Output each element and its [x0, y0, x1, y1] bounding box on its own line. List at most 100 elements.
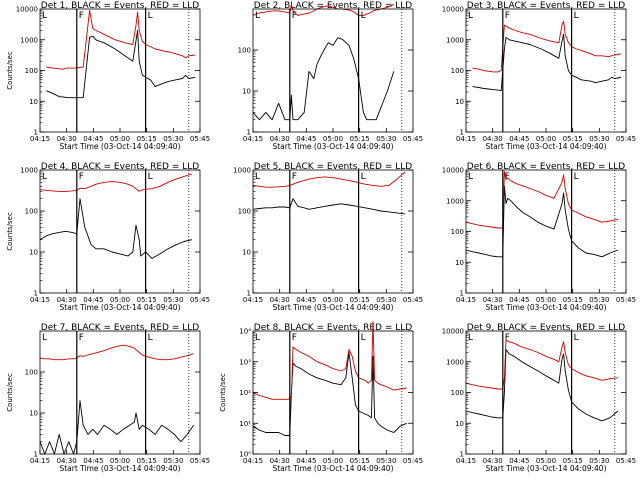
plot-frame: [252, 330, 414, 455]
marker-label-l: L: [574, 11, 579, 21]
marker-label-start: L: [42, 172, 47, 182]
y-tick-label: 1: [34, 451, 38, 459]
x-axis-label: Start Time (03-Oct-14 04:09:40): [272, 303, 393, 312]
x-tick-label: 04:15: [30, 296, 50, 304]
x-tick-label: 05:45: [403, 135, 423, 143]
plot-frame: [465, 330, 627, 455]
x-tick-label: 04:30: [270, 135, 290, 143]
marker-label-f: F: [292, 11, 297, 21]
x-tick-label: 05:45: [403, 457, 423, 465]
chart-title: Det 1, BLACK = Events, RED = LLD: [41, 1, 200, 11]
x-tick-label: 05:45: [190, 296, 210, 304]
series-line-2: [39, 344, 194, 361]
x-axis-label: Start Time (03-Oct-14 04:09:40): [485, 142, 606, 151]
x-tick-label: 04:30: [483, 296, 503, 304]
marker-label-l: L: [574, 172, 579, 182]
x-axis-label: Start Time (03-Oct-14 04:09:40): [272, 142, 393, 151]
y-tick-label: 10000: [442, 6, 464, 14]
x-tick-label: 05:15: [350, 135, 370, 143]
x-tick-label: 05:30: [163, 457, 183, 465]
y-tick-label: 1: [34, 129, 38, 137]
y-tick-label: 1: [34, 290, 38, 298]
chart-title: Det 2, BLACK = Events, RED = LLD: [254, 1, 413, 11]
plot-frame: [465, 8, 627, 133]
marker-label-f: F: [292, 172, 297, 182]
marker-label-l: L: [361, 172, 366, 182]
x-tick-label: 04:45: [83, 457, 103, 465]
marker-label-l: L: [361, 333, 366, 343]
marker-label-start: L: [42, 333, 47, 343]
x-tick-label: 04:30: [270, 296, 290, 304]
chart-title: Det 9, BLACK = Events, RED = LLD: [467, 323, 626, 333]
y-tick-label: 1: [247, 290, 251, 298]
y-tick-label: 10: [29, 249, 38, 257]
y-tick-label: 10²: [239, 389, 251, 397]
x-tick-label: 04:45: [296, 296, 316, 304]
x-axis-label: Start Time (03-Oct-14 04:09:40): [485, 464, 606, 473]
series-line-1: [252, 352, 407, 436]
x-tick-label: 05:00: [323, 135, 343, 143]
x-tick-label: 04:15: [243, 296, 263, 304]
y-tick-label: 1000: [446, 358, 464, 366]
x-tick-label: 05:30: [376, 457, 396, 465]
x-tick-label: 04:45: [509, 135, 529, 143]
y-tick-label: 10: [29, 410, 38, 418]
x-tick-label: 05:15: [563, 296, 583, 304]
x-tick-label: 05:45: [616, 296, 636, 304]
x-tick-label: 05:45: [190, 135, 210, 143]
x-tick-label: 04:45: [83, 296, 103, 304]
chart-title: Det 4, BLACK = Events, RED = LLD: [41, 162, 200, 172]
x-tick-label: 05:45: [403, 296, 423, 304]
marker-label-l: L: [148, 333, 153, 343]
x-tick-label: 04:45: [296, 135, 316, 143]
marker-label-l: L: [148, 11, 153, 21]
y-tick-label: 1000: [20, 36, 38, 44]
x-tick-label: 05:00: [110, 135, 130, 143]
y-tick-label: 10³: [239, 358, 251, 366]
x-tick-label: 05:15: [137, 135, 157, 143]
series-line-1: [39, 400, 194, 455]
series-line-2: [46, 9, 196, 70]
y-tick-label: 10000: [442, 328, 464, 336]
plot-frame: [252, 8, 414, 133]
y-tick-label: 100: [25, 369, 38, 377]
y-tick-label: 10: [455, 98, 464, 106]
y-tick-label: 100: [451, 389, 464, 397]
x-tick-label: 05:15: [350, 457, 370, 465]
x-tick-label: 04:15: [30, 457, 50, 465]
y-tick-label: 1: [460, 290, 464, 298]
x-tick-label: 05:00: [536, 457, 556, 465]
y-tick-label: 10000: [16, 6, 38, 14]
x-tick-label: 05:30: [589, 457, 609, 465]
series-line-1: [252, 198, 406, 215]
series-line-2: [252, 321, 407, 400]
x-tick-label: 05:00: [323, 296, 343, 304]
y-tick-label: 10¹: [239, 420, 251, 428]
x-tick-label: 04:15: [456, 135, 476, 143]
marker-label-start: L: [255, 172, 260, 182]
marker-label-f: F: [505, 11, 510, 21]
marker-label-l: L: [148, 172, 153, 182]
x-axis-label: Start Time (03-Oct-14 04:09:40): [59, 142, 180, 151]
y-tick-label: 1000: [20, 167, 38, 175]
x-tick-label: 04:30: [483, 457, 503, 465]
series-line-1: [252, 37, 395, 121]
x-tick-label: 04:45: [509, 457, 529, 465]
marker-label-f: F: [79, 11, 84, 21]
x-tick-label: 04:45: [296, 457, 316, 465]
x-tick-label: 05:15: [137, 296, 157, 304]
y-tick-label: 100: [25, 67, 38, 75]
marker-label-l: L: [361, 11, 366, 21]
x-tick-label: 04:30: [483, 135, 503, 143]
series-line-2: [472, 20, 622, 73]
x-tick-label: 05:45: [616, 135, 636, 143]
y-tick-label: 1: [460, 451, 464, 459]
x-tick-label: 04:15: [243, 135, 263, 143]
x-tick-label: 04:30: [270, 457, 290, 465]
marker-label-start: L: [468, 172, 473, 182]
marker-label-l: L: [574, 333, 579, 343]
series-line-2: [252, 171, 406, 188]
y-axis-label: Counts/sec: [6, 51, 14, 90]
y-tick-label: 10⁴: [239, 328, 251, 336]
